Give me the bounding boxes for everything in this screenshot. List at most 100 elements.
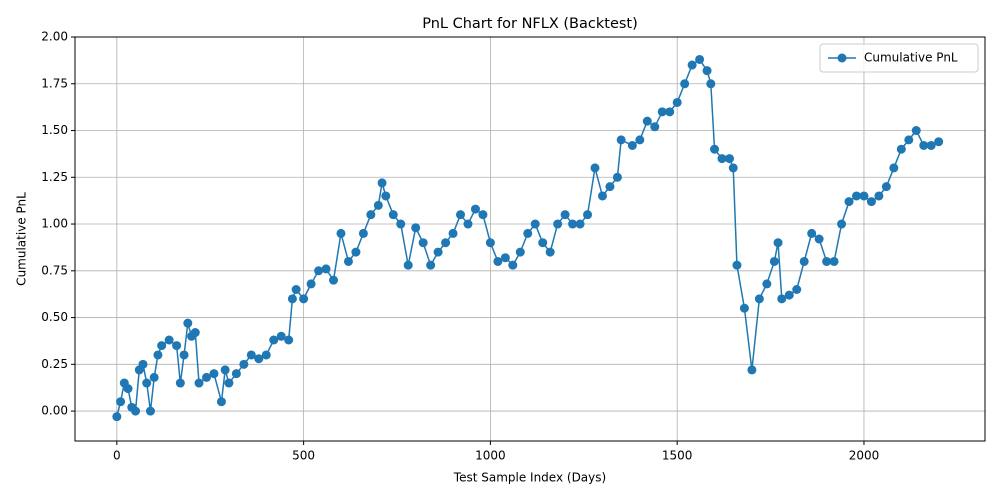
- data-point: [889, 163, 899, 173]
- data-point: [239, 359, 249, 369]
- data-point: [123, 384, 133, 394]
- data-point: [456, 210, 466, 220]
- y-tick-label: 0.75: [41, 263, 68, 277]
- data-point: [837, 219, 847, 229]
- data-point: [904, 135, 914, 145]
- data-point: [762, 279, 772, 289]
- data-point: [859, 191, 869, 201]
- data-point: [926, 140, 936, 150]
- data-point: [284, 335, 294, 345]
- data-point: [116, 397, 126, 407]
- data-point: [508, 260, 518, 270]
- data-point: [829, 256, 839, 266]
- y-tick-label: 1.75: [41, 76, 68, 90]
- data-point: [470, 204, 480, 214]
- data-point: [616, 135, 626, 145]
- x-tick-label: 500: [292, 449, 315, 463]
- data-point: [934, 137, 944, 147]
- data-point: [717, 154, 727, 164]
- legend-box: [819, 43, 979, 73]
- data-point: [246, 350, 256, 360]
- plot-frame: [74, 36, 986, 442]
- data-point: [190, 328, 200, 338]
- data-point: [575, 219, 585, 229]
- data-point: [702, 66, 712, 76]
- data-point: [149, 372, 159, 382]
- data-point: [687, 60, 697, 70]
- data-point: [665, 107, 675, 117]
- data-point: [396, 219, 406, 229]
- data-point: [194, 378, 204, 388]
- data-point: [216, 397, 226, 407]
- y-tick-label: 1.50: [41, 123, 68, 137]
- data-point: [706, 79, 716, 89]
- data-point: [747, 365, 757, 375]
- data-point: [254, 354, 264, 364]
- data-point: [612, 172, 622, 182]
- data-point: [231, 369, 241, 379]
- data-point: [314, 266, 324, 276]
- x-tick-label: 0: [113, 449, 121, 463]
- data-point: [388, 210, 398, 220]
- x-tick-label: 1000: [475, 449, 506, 463]
- data-point: [773, 238, 783, 248]
- data-point: [523, 228, 533, 238]
- legend-marker: [837, 53, 847, 63]
- y-tick-label: 1.00: [41, 217, 68, 231]
- data-point: [358, 228, 368, 238]
- data-point: [739, 303, 749, 313]
- y-tick-label: 1.25: [41, 170, 68, 184]
- data-point: [321, 264, 331, 274]
- data-point: [769, 256, 779, 266]
- data-point: [220, 365, 230, 375]
- data-point: [851, 191, 861, 201]
- data-point: [336, 228, 346, 238]
- data-point: [138, 359, 148, 369]
- data-point: [343, 256, 353, 266]
- data-point: [157, 341, 167, 351]
- x-tick-label: 2000: [849, 449, 880, 463]
- data-point: [145, 406, 155, 416]
- data-point: [306, 279, 316, 289]
- data-point: [784, 290, 794, 300]
- data-point: [814, 234, 824, 244]
- data-point: [695, 54, 705, 64]
- data-point: [583, 210, 593, 220]
- data-point: [642, 116, 652, 126]
- data-point: [553, 219, 563, 229]
- data-point: [224, 378, 234, 388]
- y-tick-label: 2.00: [41, 30, 68, 44]
- data-point: [276, 331, 286, 341]
- data-point: [538, 238, 548, 248]
- data-point: [568, 219, 578, 229]
- data-point: [844, 197, 854, 207]
- data-point: [754, 294, 764, 304]
- data-point: [142, 378, 152, 388]
- data-point: [153, 350, 163, 360]
- data-point: [545, 247, 555, 257]
- data-point: [478, 210, 488, 220]
- data-point: [728, 163, 738, 173]
- data-point: [590, 163, 600, 173]
- data-point: [441, 238, 451, 248]
- legend-label: Cumulative PnL: [864, 51, 958, 65]
- y-axis-label: Cumulative PnL: [15, 192, 29, 286]
- data-point: [287, 294, 297, 304]
- data-point: [366, 210, 376, 220]
- data-point: [131, 406, 141, 416]
- data-point: [500, 253, 510, 263]
- data-point: [485, 238, 495, 248]
- data-point: [179, 350, 189, 360]
- data-point: [672, 97, 682, 107]
- data-point: [792, 285, 802, 294]
- data-point: [724, 154, 734, 164]
- data-point: [351, 247, 361, 257]
- x-tick-label: 1500: [662, 449, 693, 463]
- data-point: [866, 197, 876, 207]
- data-point: [373, 200, 383, 210]
- data-point: [411, 223, 421, 233]
- y-tick-label: 0.00: [41, 404, 68, 418]
- data-point: [822, 256, 832, 266]
- data-point: [911, 126, 921, 136]
